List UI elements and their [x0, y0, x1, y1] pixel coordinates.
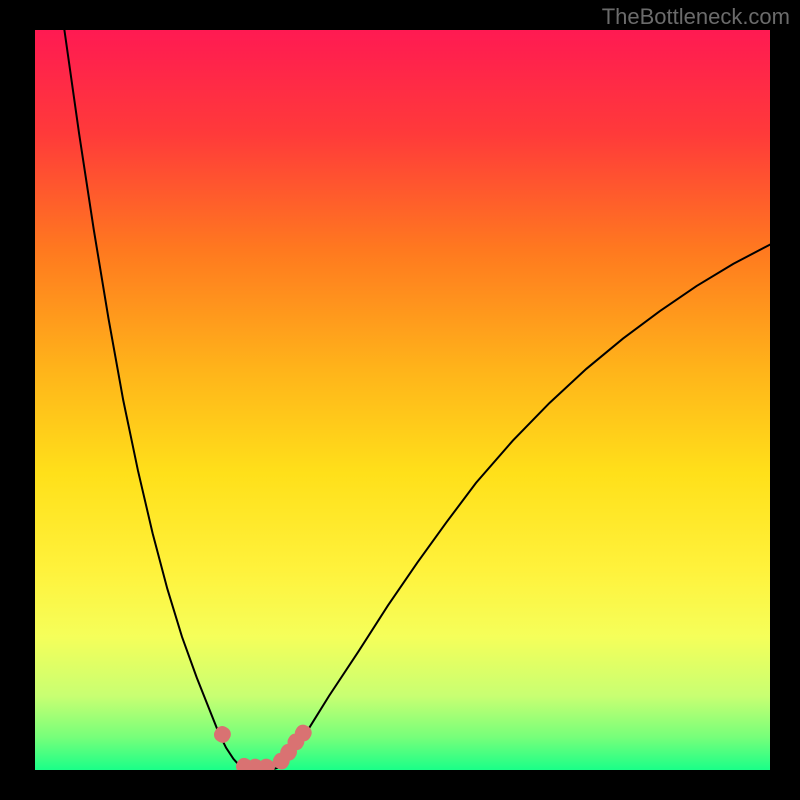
plot-area	[35, 30, 770, 770]
gradient-background	[35, 30, 770, 770]
chart-frame: TheBottleneck.com	[0, 0, 800, 800]
chart-svg	[35, 30, 770, 770]
watermark-text: TheBottleneck.com	[602, 4, 790, 30]
